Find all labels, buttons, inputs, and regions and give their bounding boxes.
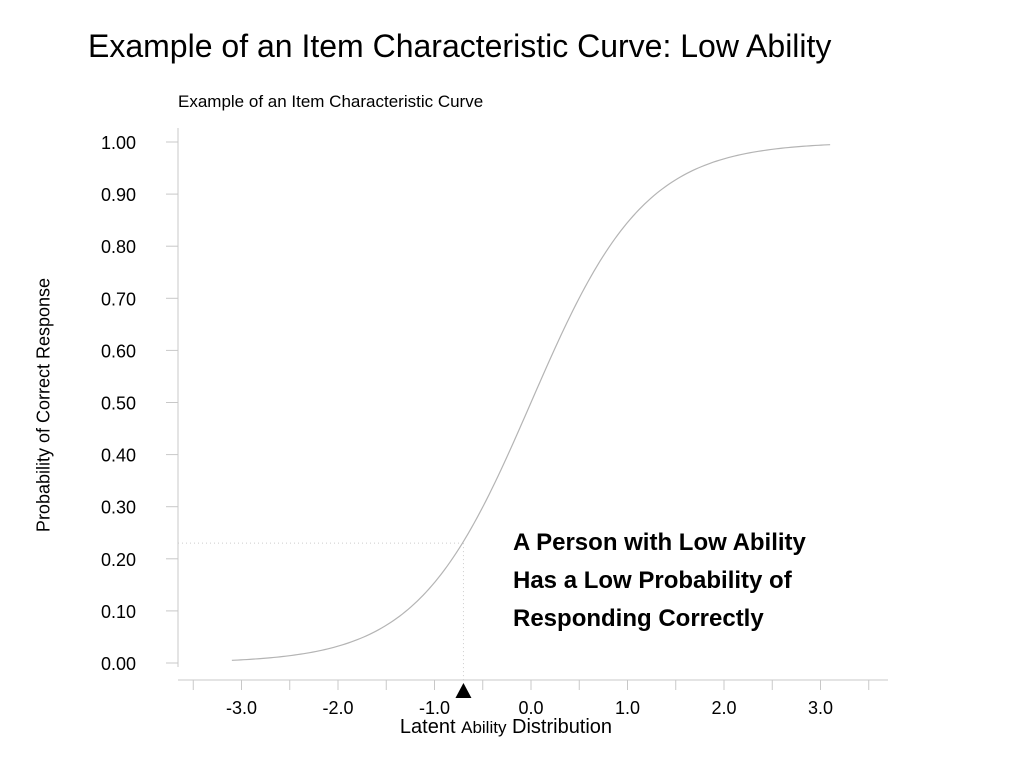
x-tick-label: -2.0 xyxy=(322,698,353,718)
callout-line: Has a Low Probability of xyxy=(513,567,792,594)
x-tick-label: 3.0 xyxy=(808,698,833,718)
x-axis-label-part: Ability xyxy=(461,718,507,737)
callout-line: Responding Correctly xyxy=(513,605,764,632)
x-tick-label: 0.0 xyxy=(518,698,543,718)
x-tick-label: 1.0 xyxy=(615,698,640,718)
y-tick-label: 0.20 xyxy=(101,550,136,570)
y-tick-label: 0.90 xyxy=(101,185,136,205)
y-tick-label: 0.40 xyxy=(101,446,136,466)
y-tick-label: 0.00 xyxy=(101,654,136,674)
callout-line: A Person with Low Ability xyxy=(513,529,806,556)
y-tick-label: 0.80 xyxy=(101,237,136,257)
y-tick-label: 0.50 xyxy=(101,394,136,414)
callout-text: A Person with Low Ability Has a Low Prob… xyxy=(513,524,806,638)
chart-title: Example of an Item Characteristic Curve xyxy=(178,92,484,111)
x-tick-label: -1.0 xyxy=(419,698,450,718)
y-tick-label: 0.30 xyxy=(101,498,136,518)
x-axis-label-part: Distribution xyxy=(506,716,613,738)
y-tick-label: 0.70 xyxy=(101,289,136,309)
x-axis-label-part: Latent xyxy=(399,716,462,738)
y-tick-label: 1.00 xyxy=(101,133,136,153)
x-tick-label: 2.0 xyxy=(711,698,736,718)
ability-marker-triangle xyxy=(455,683,472,698)
x-tick-label: -3.0 xyxy=(226,698,257,718)
slide-title: Example of an Item Characteristic Curve:… xyxy=(88,28,832,64)
icc-curve xyxy=(231,144,831,661)
y-tick-label: 0.10 xyxy=(101,602,136,622)
x-axis-label: Latent Ability Distribution xyxy=(400,716,612,739)
y-tick-label: 0.60 xyxy=(101,341,136,361)
